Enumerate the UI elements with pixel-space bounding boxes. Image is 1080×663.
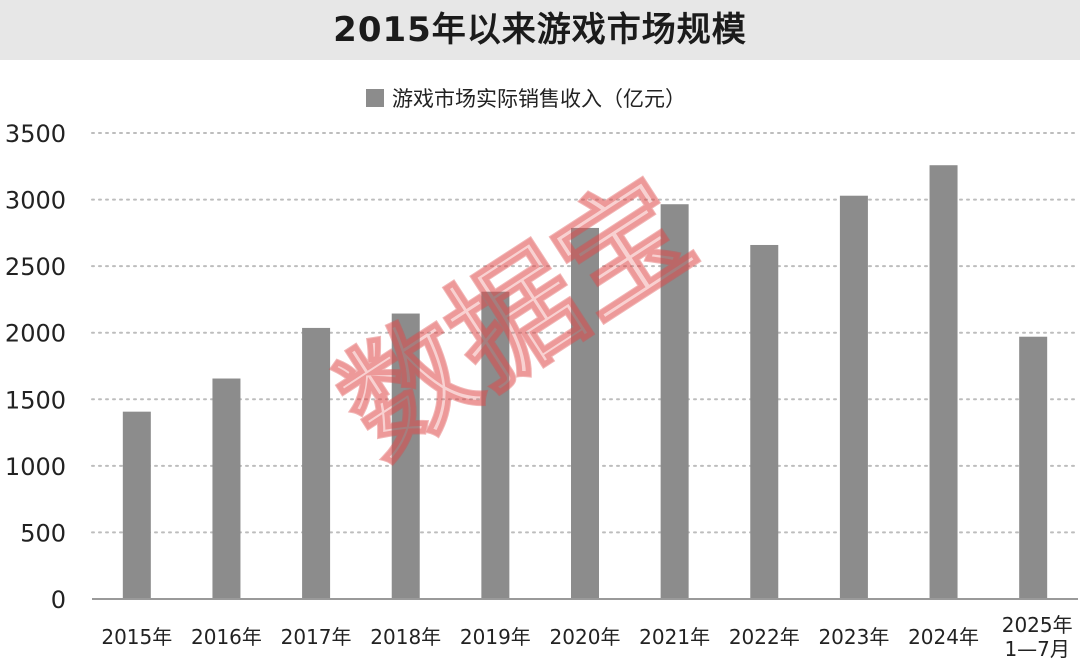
x-tick-label: 2018年 xyxy=(370,625,441,649)
title-band xyxy=(0,0,1080,60)
bar xyxy=(122,411,151,599)
y-axis-ticks: 0 500 1000 1500 2000 2500 3000 3500 xyxy=(5,120,66,614)
bar xyxy=(1019,336,1048,599)
bar xyxy=(391,313,420,599)
x-tick-label: 2023年 xyxy=(818,625,889,649)
legend-label: 游戏市场实际销售收入（亿元） xyxy=(392,87,686,111)
x-tick-label: 2016年 xyxy=(191,625,262,649)
x-tick-label: 2015年 xyxy=(101,625,172,649)
legend-swatch xyxy=(366,89,384,107)
bar xyxy=(481,291,510,599)
y-tick-label: 3000 xyxy=(5,187,66,215)
x-tick-label: 2020年 xyxy=(550,625,621,649)
x-axis-ticks: 2015年 2016年 2017年 2018年 2019年 2020年 2021年 2022年… xyxy=(101,613,1072,661)
x-tick-label: 2017年 xyxy=(281,625,352,649)
y-tick-label: 1500 xyxy=(5,386,66,414)
watermark: 数据宝 xyxy=(315,151,718,485)
y-tick-label: 2500 xyxy=(5,253,66,281)
y-tick-label: 3500 xyxy=(5,120,66,148)
bar xyxy=(750,244,779,599)
legend: 游戏市场实际销售收入（亿元） xyxy=(366,83,686,113)
x-tick-label: 1—7月 xyxy=(1004,637,1069,661)
y-tick-label: 2000 xyxy=(5,320,66,348)
x-tick-label: 2022年 xyxy=(729,625,800,649)
chart-title: 2015年以来游戏市场规模 xyxy=(333,10,747,50)
y-tick-label: 1000 xyxy=(5,453,66,481)
bar xyxy=(571,227,599,600)
x-tick-label: 2025年 xyxy=(1002,613,1073,637)
bars xyxy=(122,165,1048,600)
bar xyxy=(302,327,331,599)
bar xyxy=(839,195,868,600)
y-tick-label: 500 xyxy=(20,519,66,547)
bar xyxy=(660,204,689,599)
x-tick-label: 2019年 xyxy=(460,625,531,649)
x-tick-label: 2024年 xyxy=(908,625,979,649)
bar xyxy=(929,165,958,599)
x-tick-label: 2021年 xyxy=(639,625,710,649)
bar xyxy=(212,378,241,599)
y-tick-label: 0 xyxy=(51,586,66,614)
